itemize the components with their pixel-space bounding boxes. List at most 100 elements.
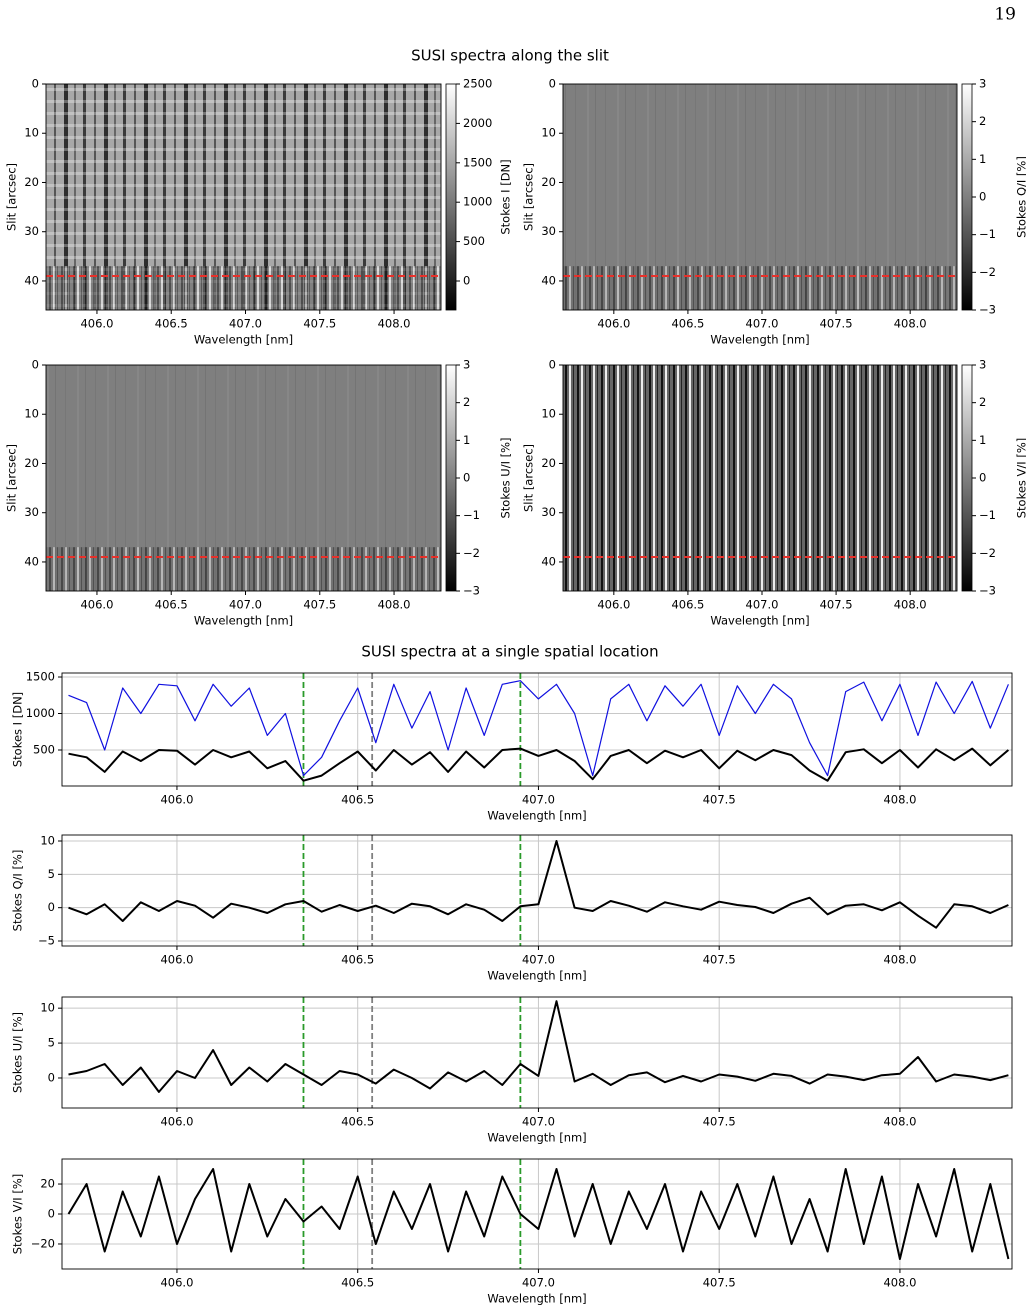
x-tick-label: 406.0 xyxy=(597,598,630,612)
y-tick-label: 1500 xyxy=(26,670,55,684)
y-axis-label: Stokes Q/I [%] xyxy=(11,850,25,932)
x-tick-label: 407.5 xyxy=(820,598,853,612)
x-tick-label: 406.0 xyxy=(160,1115,193,1129)
y-axis-label: Stokes U/I [%] xyxy=(11,1012,25,1093)
x-axis-label: Wavelength [nm] xyxy=(487,969,586,983)
x-tick-label: 407.5 xyxy=(703,793,736,807)
x-tick-label: 407.0 xyxy=(522,953,555,967)
colorbar xyxy=(445,364,457,592)
y-tick-label: 500 xyxy=(33,743,55,757)
x-tick-label: 407.5 xyxy=(303,317,336,331)
colorbar-tick-label: −1 xyxy=(979,508,996,522)
colorbar-tick-label: 1 xyxy=(463,433,470,447)
x-axis-label: Wavelength [nm] xyxy=(194,333,293,347)
y-tick-label: 30 xyxy=(541,224,556,238)
y-tick-label: 30 xyxy=(541,505,556,519)
spectrum-line xyxy=(68,747,1010,782)
colorbar-label: Stokes I [DN] xyxy=(499,159,513,234)
y-tick-label: 20 xyxy=(541,456,556,470)
colorbar-tick-label: −2 xyxy=(463,546,480,560)
x-axis-label: Wavelength [nm] xyxy=(710,614,809,628)
colorbar-tick-label: 3 xyxy=(979,77,986,91)
x-tick-label: 407.5 xyxy=(703,1276,736,1290)
colorbar-tick-label: −1 xyxy=(463,508,480,522)
y-tick-label: 0 xyxy=(48,1070,55,1084)
x-tick-label: 406.0 xyxy=(160,1276,193,1290)
y-tick-label: 10 xyxy=(541,126,556,140)
x-tick-label: 407.0 xyxy=(229,598,262,612)
x-tick-label: 406.5 xyxy=(155,598,188,612)
x-tick-label: 406.5 xyxy=(671,598,704,612)
y-axis-label: Slit [arcsec] xyxy=(522,444,536,512)
colorbar-tick-label: 500 xyxy=(463,234,485,248)
y-tick-label: 20 xyxy=(24,456,39,470)
x-tick-label: 408.0 xyxy=(894,317,927,331)
colorbar-tick-label: −1 xyxy=(979,227,996,241)
spectrum-line xyxy=(68,1000,1009,1093)
x-axis-label: Wavelength [nm] xyxy=(194,614,293,628)
x-axis-label: Wavelength [nm] xyxy=(487,1131,586,1145)
y-axis-label: Slit [arcsec] xyxy=(5,444,19,512)
y-tick-label: 10 xyxy=(40,1001,55,1015)
y-tick-label: 30 xyxy=(24,224,39,238)
page-number: 19 xyxy=(994,5,1016,25)
colorbar-tick-label: 2500 xyxy=(463,77,492,91)
y-axis-label: Slit [arcsec] xyxy=(5,163,19,231)
y-tick-label: 0 xyxy=(32,358,39,372)
colorbar-label: Stokes Q/I [%] xyxy=(1015,156,1026,238)
colorbar-tick-label: 3 xyxy=(463,358,470,372)
colorbar-tick-label: 1000 xyxy=(463,195,492,209)
colorbar-tick-label: 2 xyxy=(463,395,470,409)
x-tick-label: 407.0 xyxy=(522,1115,555,1129)
x-tick-label: 407.0 xyxy=(746,317,779,331)
colorbar-tick-label: 1 xyxy=(979,433,986,447)
colorbar-tick-label: 1 xyxy=(979,152,986,166)
x-tick-label: 407.0 xyxy=(522,793,555,807)
section-title: SUSI spectra at a single spatial locatio… xyxy=(361,643,658,661)
x-tick-label: 406.5 xyxy=(341,793,374,807)
x-tick-label: 406.5 xyxy=(155,317,188,331)
y-tick-label: 0 xyxy=(48,900,55,914)
x-tick-label: 407.5 xyxy=(703,953,736,967)
colorbar-tick-label: 0 xyxy=(979,190,986,204)
colorbar-tick-label: 2000 xyxy=(463,116,492,130)
heatmap-lower-region xyxy=(46,266,441,310)
x-tick-label: 406.0 xyxy=(160,953,193,967)
y-tick-label: 10 xyxy=(24,126,39,140)
y-tick-label: 40 xyxy=(24,554,39,568)
x-tick-label: 407.5 xyxy=(703,1115,736,1129)
x-tick-label: 407.0 xyxy=(746,598,779,612)
y-tick-label: −5 xyxy=(38,934,55,948)
y-tick-label: 10 xyxy=(541,407,556,421)
x-axis-label: Wavelength [nm] xyxy=(710,333,809,347)
x-tick-label: 407.5 xyxy=(820,317,853,331)
colorbar-tick-label: −3 xyxy=(979,584,996,598)
colorbar-tick-label: 0 xyxy=(463,274,470,288)
colorbar-tick-label: 3 xyxy=(979,358,986,372)
x-tick-label: 406.0 xyxy=(80,317,113,331)
colorbar-tick-label: −2 xyxy=(979,265,996,279)
y-tick-label: 20 xyxy=(40,1177,55,1191)
x-tick-label: 406.5 xyxy=(341,1115,374,1129)
x-tick-label: 407.0 xyxy=(522,1276,555,1290)
colorbar xyxy=(445,83,457,311)
section-title: SUSI spectra along the slit xyxy=(411,47,609,65)
axes-frame xyxy=(562,83,958,311)
x-tick-label: 408.0 xyxy=(883,793,916,807)
y-tick-label: 0 xyxy=(32,77,39,91)
y-tick-label: 20 xyxy=(24,175,39,189)
colorbar-tick-label: −3 xyxy=(463,584,480,598)
y-tick-label: 30 xyxy=(24,505,39,519)
axes-frame xyxy=(562,364,958,592)
x-tick-label: 408.0 xyxy=(378,317,411,331)
y-tick-label: 0 xyxy=(549,77,556,91)
x-tick-label: 406.5 xyxy=(341,1276,374,1290)
colorbar xyxy=(961,364,973,592)
colorbar-label: Stokes V/I [%] xyxy=(1015,438,1026,519)
colorbar-tick-label: 2 xyxy=(979,114,986,128)
x-tick-label: 406.0 xyxy=(597,317,630,331)
heatmap-lower-region xyxy=(563,266,957,310)
axes-frame xyxy=(45,83,442,311)
colorbar-label: Stokes U/I [%] xyxy=(499,437,513,518)
